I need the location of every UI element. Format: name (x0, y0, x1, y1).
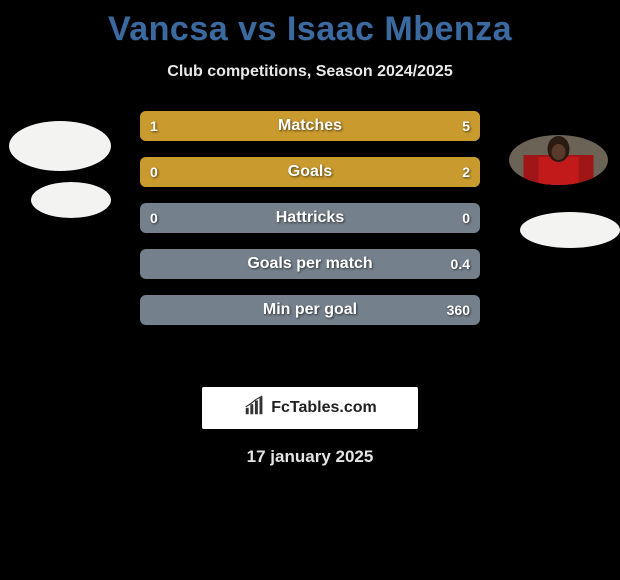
content-area: 15Matches02Goals00Hattricks0.4Goals per … (0, 111, 620, 371)
player-shirt-left (31, 182, 111, 218)
player-shirt-right (520, 212, 620, 248)
stat-value-right: 5 (452, 111, 480, 141)
stat-value-left: 1 (140, 111, 168, 141)
page-title: Vancsa vs Isaac Mbenza (0, 0, 620, 49)
stat-value-right: 2 (452, 157, 480, 187)
stat-label: Goals per match (140, 249, 480, 279)
stat-row: 0.4Goals per match (140, 249, 480, 279)
stat-label: Min per goal (140, 295, 480, 325)
bar-chart-icon (243, 395, 265, 422)
stat-value-right: 0 (452, 203, 480, 233)
stat-fill-right (140, 157, 480, 187)
stat-value-left: 0 (140, 157, 168, 187)
stat-value-right: 360 (437, 295, 480, 325)
stat-row: 02Goals (140, 157, 480, 187)
stat-row: 0 0Hattricks (140, 203, 480, 233)
page-subtitle: Club competitions, Season 2024/2025 (0, 63, 620, 81)
brand-label: FcTables.com (271, 399, 377, 417)
comparison-page: Vancsa vs Isaac Mbenza Club competitions… (0, 0, 620, 580)
stat-row: 360Min per goal (140, 295, 480, 325)
stat-label: Hattricks (140, 203, 480, 233)
brand-badge[interactable]: FcTables.com (202, 387, 418, 429)
stat-value-left: 0 (140, 203, 168, 233)
stat-value-right: 0.4 (441, 249, 480, 279)
stat-row: 15Matches (140, 111, 480, 141)
player-avatar-left (9, 121, 111, 171)
stat-fill-right (198, 111, 480, 141)
player-avatar-right (509, 135, 608, 185)
date-text: 17 january 2025 (0, 447, 620, 467)
stat-bars: 15Matches02Goals00Hattricks0.4Goals per … (140, 111, 480, 341)
